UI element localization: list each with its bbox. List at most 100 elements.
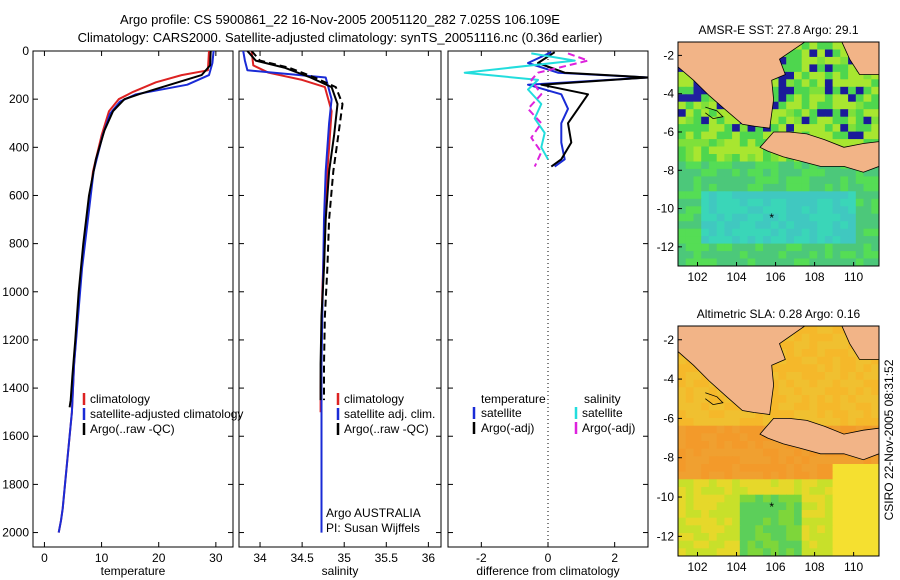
heat-cell <box>739 533 749 542</box>
map-layers: * <box>678 42 879 266</box>
heat-cell <box>817 183 826 192</box>
heat-cell <box>778 471 787 480</box>
heat-cell <box>770 168 780 177</box>
heat-cell <box>755 471 764 480</box>
heat-cell <box>763 487 772 496</box>
heat-cell <box>840 251 849 260</box>
heat-cell <box>747 154 756 163</box>
heat-cell <box>794 517 803 526</box>
heat-cell <box>832 517 841 526</box>
heat-cell <box>739 517 749 526</box>
heat-cell <box>732 146 741 155</box>
x-tick-label: 20 <box>152 551 166 565</box>
heat-cell <box>755 479 764 488</box>
heat-cell <box>755 418 764 427</box>
heat-cell <box>848 79 857 88</box>
heat-cell <box>840 49 849 58</box>
heat-cell <box>747 191 756 200</box>
y-tick-label: -8 <box>663 451 674 465</box>
heat-cell <box>763 517 772 526</box>
heat-cell <box>778 161 787 170</box>
y-tick-label: -4 <box>663 372 674 386</box>
heat-cell <box>724 116 733 125</box>
heat-cell <box>840 198 849 207</box>
heat-cell <box>794 176 803 185</box>
heat-cell <box>701 517 710 526</box>
heat-cell <box>755 517 764 526</box>
heat-cell <box>739 168 749 177</box>
heat-cell <box>770 154 780 163</box>
heat-cell <box>801 236 810 245</box>
heat-cell <box>724 479 733 488</box>
heat-cell <box>739 487 749 496</box>
heat-cell <box>794 533 803 542</box>
x-tick-label: 0 <box>41 551 48 565</box>
heat-cell <box>708 236 718 245</box>
heat-cell <box>840 402 849 411</box>
heat-cell <box>685 131 694 140</box>
heat-cell <box>817 517 826 526</box>
heat-cell <box>755 425 764 434</box>
heat-cell <box>678 479 687 488</box>
heat-cell <box>871 251 879 260</box>
heat-cell <box>832 124 841 133</box>
heat-cell <box>778 236 787 245</box>
x-tick-label: 34 <box>253 551 267 565</box>
heat-cell <box>739 221 749 230</box>
legend-label: climatology <box>344 392 404 406</box>
heat-cell <box>678 161 687 170</box>
heat-cell <box>747 161 756 170</box>
heat-cell <box>708 109 718 118</box>
heat-cell <box>747 464 756 473</box>
heat-cell <box>778 79 787 88</box>
heat-cell <box>871 131 879 140</box>
heat-cell <box>786 191 795 200</box>
heat-cell <box>685 116 694 125</box>
heat-cell <box>786 258 795 266</box>
heat-cell <box>739 510 749 519</box>
heat-cell <box>786 517 795 526</box>
heat-cell <box>809 64 818 73</box>
heat-cell <box>824 364 834 373</box>
heat-cell <box>770 387 780 396</box>
heat-cell <box>824 494 834 503</box>
heat-cell <box>693 464 702 473</box>
heat-cell <box>817 456 826 465</box>
heat-cell <box>716 236 725 245</box>
heat-cell <box>848 198 857 207</box>
heat-cell <box>701 425 710 434</box>
heat-cell <box>685 395 694 404</box>
heat-cell <box>832 49 841 58</box>
heat-cell <box>739 236 749 245</box>
x-tick-label: 30 <box>209 551 223 565</box>
heat-cell <box>716 124 725 133</box>
heat-cell <box>685 379 694 388</box>
heat-cell <box>809 221 818 230</box>
heat-cell <box>708 448 718 457</box>
heat-cell <box>801 258 810 266</box>
heat-cell <box>770 395 780 404</box>
heat-cell <box>801 183 810 192</box>
heat-cell <box>701 206 710 215</box>
heat-cell <box>755 251 764 260</box>
heat-cell <box>732 464 741 473</box>
heat-cell <box>724 517 733 526</box>
heat-cell <box>848 258 857 266</box>
heat-cell <box>693 124 702 133</box>
heat-cell <box>840 79 849 88</box>
heat-cell <box>693 101 702 110</box>
heat-cell <box>832 502 841 511</box>
heat-cell <box>701 464 710 473</box>
heat-cell <box>693 525 702 534</box>
heat-cell <box>794 510 803 519</box>
heat-cell <box>863 124 872 133</box>
heat-cell <box>786 502 795 511</box>
heat-cell <box>848 379 857 388</box>
heat-cell <box>685 494 694 503</box>
heat-cell <box>786 101 795 110</box>
heat-cell <box>855 176 865 185</box>
heat-cell <box>716 395 725 404</box>
heat-cell <box>840 379 849 388</box>
heat-cell <box>755 221 764 230</box>
heat-cell <box>747 418 756 427</box>
